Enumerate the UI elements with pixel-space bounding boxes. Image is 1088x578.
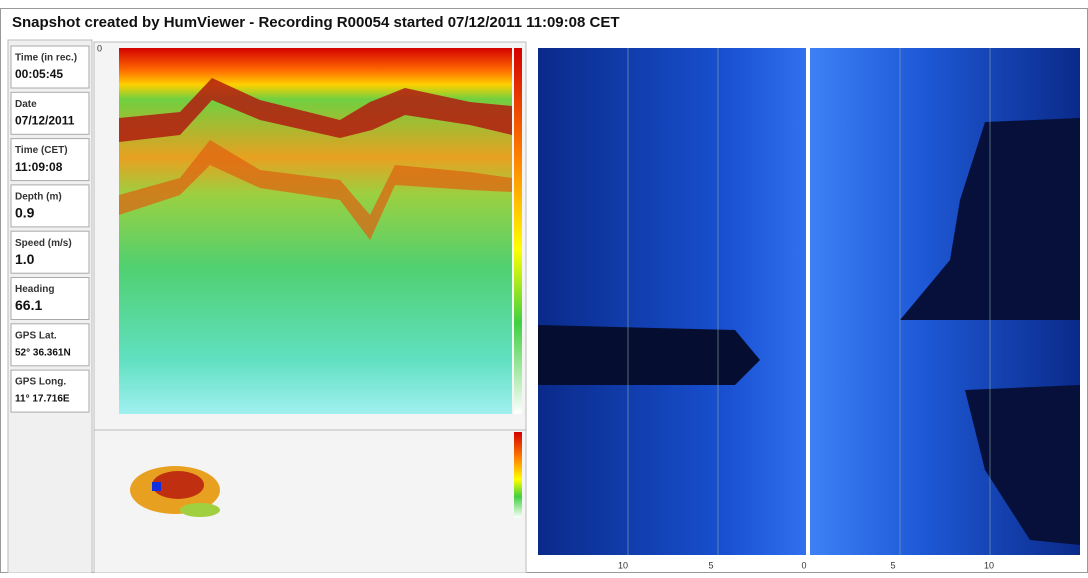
shadow [538,325,760,385]
field-value: 0.9 [15,205,35,221]
snapshot: Snapshot created by HumViewer - Recordin… [0,0,1088,573]
nadir-line [806,48,810,555]
field-label: Heading [15,284,54,295]
field-label: GPS Long. [15,377,66,388]
depth-label: 0 [97,43,102,53]
field-value: 11:09:08 [15,160,63,174]
range-label: 10 [618,560,628,570]
field-label: Time (in rec.) [15,53,77,64]
field-label: Date [15,99,37,110]
color-bar [514,48,522,414]
field-value: 66.1 [15,297,42,313]
field-value: 11° 17.716E [15,394,70,405]
field-value: 00:05:45 [15,67,63,81]
range-label: 5 [890,560,895,570]
range-label: 10 [984,560,994,570]
range-label: 0 [801,560,806,570]
field-label: GPS Lat. [15,330,57,341]
title: Snapshot created by HumViewer - Recordin… [12,14,620,31]
field-label: Depth (m) [15,192,62,203]
range-label: 5 [708,560,713,570]
viewer-window: Snapshot created by HumViewer - Recordin… [0,0,1088,573]
sidescan-left [538,48,806,555]
boat-marker [152,482,161,491]
field-value: 1.0 [15,251,35,267]
field-value: 07/12/2011 [15,113,75,127]
track-blob [180,503,220,517]
color-bar [514,432,522,518]
field-label: Speed (m/s) [15,238,72,249]
field-value: 52° 36.361N [15,347,71,358]
field-label: Time (CET) [15,145,68,156]
